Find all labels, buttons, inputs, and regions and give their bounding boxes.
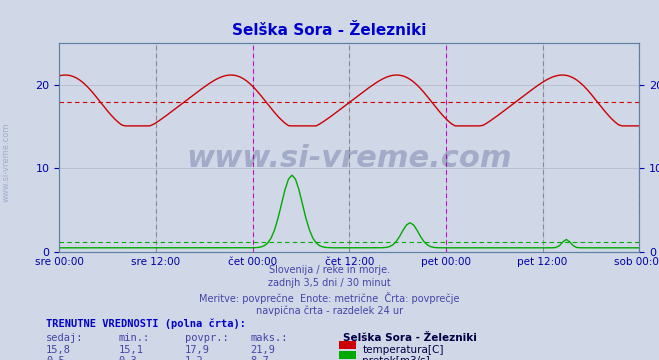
Text: Selška Sora - Železniki: Selška Sora - Železniki	[233, 23, 426, 39]
Text: 0,5: 0,5	[46, 356, 65, 360]
Text: zadnjh 3,5 dni / 30 minut: zadnjh 3,5 dni / 30 minut	[268, 278, 391, 288]
Text: Meritve: povprečne  Enote: metrične  Črta: povprečje: Meritve: povprečne Enote: metrične Črta:…	[199, 292, 460, 304]
Text: 15,1: 15,1	[119, 345, 144, 355]
Text: 15,8: 15,8	[46, 345, 71, 355]
Text: maks.:: maks.:	[250, 333, 288, 343]
Text: 1,2: 1,2	[185, 356, 203, 360]
Text: navpična črta - razdelek 24 ur: navpična črta - razdelek 24 ur	[256, 306, 403, 316]
Text: www.si-vreme.com: www.si-vreme.com	[186, 144, 512, 172]
Text: Selška Sora - Železniki: Selška Sora - Železniki	[343, 333, 476, 343]
Text: povpr.:: povpr.:	[185, 333, 228, 343]
Text: 21,9: 21,9	[250, 345, 275, 355]
Text: pretok[m3/s]: pretok[m3/s]	[362, 356, 430, 360]
Text: www.si-vreme.com: www.si-vreme.com	[2, 122, 11, 202]
Text: min.:: min.:	[119, 333, 150, 343]
Text: Slovenija / reke in morje.: Slovenija / reke in morje.	[269, 265, 390, 275]
Text: 8,7: 8,7	[250, 356, 269, 360]
Text: 17,9: 17,9	[185, 345, 210, 355]
Text: sedaj:: sedaj:	[46, 333, 84, 343]
Text: temperatura[C]: temperatura[C]	[362, 345, 444, 355]
Text: 0,3: 0,3	[119, 356, 137, 360]
Text: TRENUTNE VREDNOSTI (polna črta):: TRENUTNE VREDNOSTI (polna črta):	[46, 319, 246, 329]
